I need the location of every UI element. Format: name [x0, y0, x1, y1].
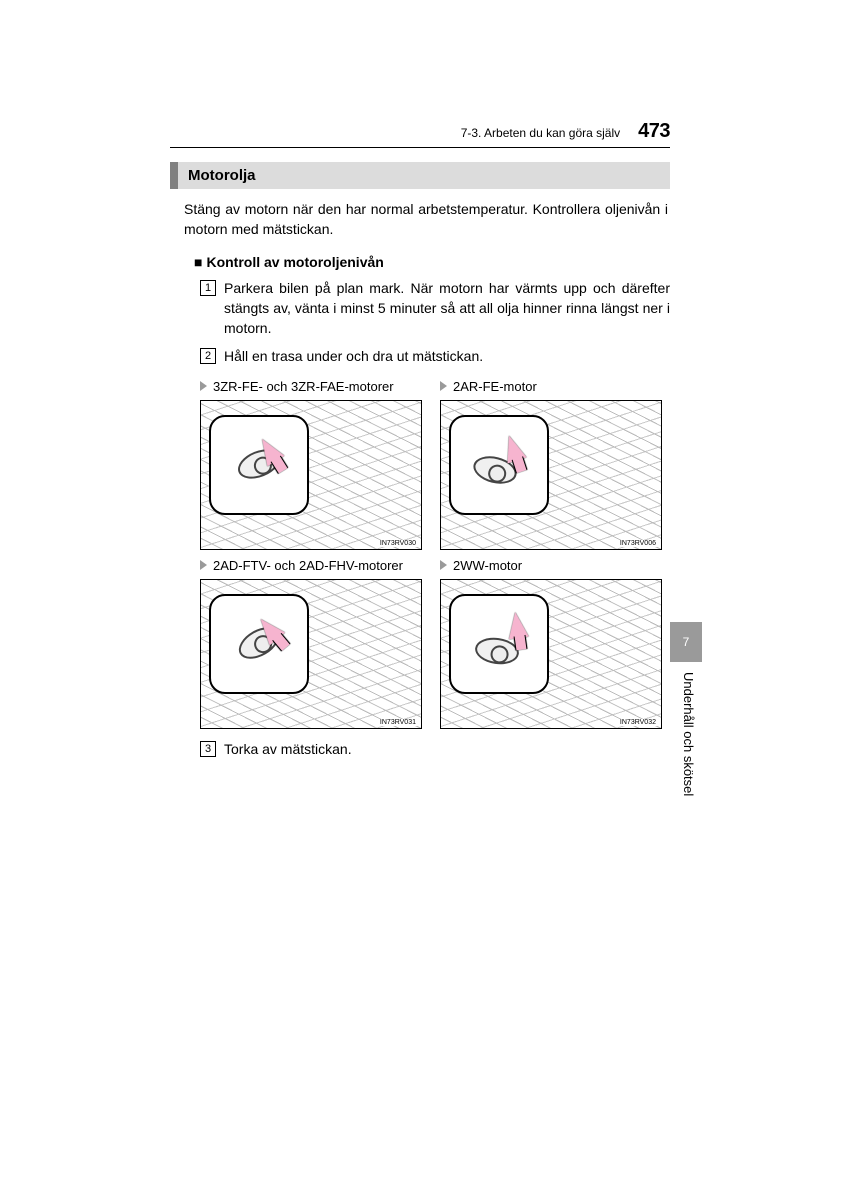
triangle-icon: [200, 560, 207, 570]
triangle-icon: [440, 381, 447, 391]
chapter-tab: 7: [670, 622, 702, 662]
step-text: Torka av mätstickan.: [224, 739, 352, 759]
diagram-label: 2AR-FE-motor: [440, 379, 662, 394]
diagram-label-text: 2AD-FTV- och 2AD-FHV-motorer: [213, 558, 403, 573]
step-number: 2: [200, 348, 216, 364]
engine-diagram: IN73RV030: [200, 400, 422, 550]
diagram-label-text: 2AR-FE-motor: [453, 379, 537, 394]
callout-bubble: [449, 415, 549, 515]
step-number: 1: [200, 280, 216, 296]
callout-bubble: [209, 594, 309, 694]
diagram-label: 3ZR-FE- och 3ZR-FAE-motorer: [200, 379, 422, 394]
diagram-label: 2AD-FTV- och 2AD-FHV-motorer: [200, 558, 422, 573]
callout-bubble: [209, 415, 309, 515]
arrow-icon: [505, 611, 528, 640]
step-2: 2 Håll en trasa under och dra ut mätstic…: [200, 346, 670, 366]
subsection-heading-text: Kontroll av motoroljenivån: [206, 254, 383, 270]
image-code: IN73RV006: [618, 540, 658, 547]
breadcrumb: 7-3. Arbeten du kan göra själv: [461, 126, 620, 140]
image-code: IN73RV031: [378, 719, 418, 726]
section-title: Motorolja: [170, 162, 670, 189]
engine-diagram: IN73RV032: [440, 579, 662, 729]
square-marker: ■: [194, 254, 202, 270]
diagram-label-text: 2WW-motor: [453, 558, 522, 573]
step-number: 3: [200, 741, 216, 757]
section-intro: Stäng av motorn när den har normal arbet…: [184, 199, 668, 240]
subsection-heading: ■Kontroll av motoroljenivån: [194, 254, 670, 270]
callout-bubble: [449, 594, 549, 694]
engine-diagram: IN73RV006: [440, 400, 662, 550]
step-text: Håll en trasa under och dra ut mätsticka…: [224, 346, 483, 366]
page-number: 473: [638, 120, 670, 143]
diagram-label-text: 3ZR-FE- och 3ZR-FAE-motorer: [213, 379, 394, 394]
triangle-icon: [200, 381, 207, 391]
diagram-grid: 3ZR-FE- och 3ZR-FAE-motorer IN73RV030 2A…: [200, 379, 670, 729]
step-text: Parkera bilen på plan mark. När motorn h…: [224, 278, 670, 339]
image-code: IN73RV032: [618, 719, 658, 726]
diagram-label: 2WW-motor: [440, 558, 662, 573]
chapter-label: Underhåll och skötsel: [681, 672, 696, 796]
image-code: IN73RV030: [378, 540, 418, 547]
step-3: 3 Torka av mätstickan.: [200, 739, 670, 759]
step-1: 1 Parkera bilen på plan mark. När motorn…: [200, 278, 670, 339]
triangle-icon: [440, 560, 447, 570]
engine-diagram: IN73RV031: [200, 579, 422, 729]
